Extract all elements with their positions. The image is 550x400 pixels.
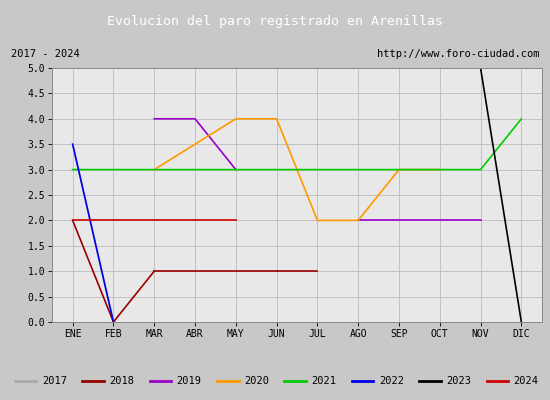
Text: 2019: 2019 bbox=[177, 376, 202, 386]
Text: http://www.foro-ciudad.com: http://www.foro-ciudad.com bbox=[377, 49, 539, 59]
Line: 2022: 2022 bbox=[73, 144, 113, 322]
Text: 2022: 2022 bbox=[379, 376, 404, 386]
Text: 2017: 2017 bbox=[42, 376, 67, 386]
2020 bbox=[314, 218, 321, 223]
2020 bbox=[395, 167, 402, 172]
2017 bbox=[110, 320, 117, 324]
2021 bbox=[395, 167, 402, 172]
2022 bbox=[69, 142, 76, 146]
2021 bbox=[314, 167, 321, 172]
2020 bbox=[273, 116, 280, 121]
2021 bbox=[477, 167, 484, 172]
2024 bbox=[233, 218, 239, 223]
Text: 2023: 2023 bbox=[446, 376, 471, 386]
2020 bbox=[233, 116, 239, 121]
2024 bbox=[69, 218, 76, 223]
Text: 2018: 2018 bbox=[109, 376, 134, 386]
2020 bbox=[192, 142, 199, 146]
2021 bbox=[273, 167, 280, 172]
2017 bbox=[69, 142, 76, 146]
2021 bbox=[437, 167, 443, 172]
2021 bbox=[355, 167, 361, 172]
2024 bbox=[192, 218, 199, 223]
Text: 2024: 2024 bbox=[514, 376, 538, 386]
2022 bbox=[110, 320, 117, 324]
2020 bbox=[355, 218, 361, 223]
2018 bbox=[69, 218, 76, 223]
2021 bbox=[518, 116, 525, 121]
2024 bbox=[151, 218, 157, 223]
Text: 2021: 2021 bbox=[311, 376, 337, 386]
2021 bbox=[151, 167, 157, 172]
Text: Evolucion del paro registrado en Arenillas: Evolucion del paro registrado en Arenill… bbox=[107, 14, 443, 28]
2021 bbox=[192, 167, 199, 172]
2020 bbox=[151, 167, 157, 172]
2020 bbox=[437, 167, 443, 172]
Text: 2017 - 2024: 2017 - 2024 bbox=[11, 49, 80, 59]
2021 bbox=[110, 167, 117, 172]
2018 bbox=[110, 320, 117, 324]
Text: 2020: 2020 bbox=[244, 376, 269, 386]
2021 bbox=[233, 167, 239, 172]
Line: 2020: 2020 bbox=[154, 119, 440, 220]
Line: 2017: 2017 bbox=[73, 144, 113, 322]
2021 bbox=[69, 167, 76, 172]
Line: 2018: 2018 bbox=[73, 220, 113, 322]
2024 bbox=[110, 218, 117, 223]
Line: 2021: 2021 bbox=[73, 119, 521, 170]
